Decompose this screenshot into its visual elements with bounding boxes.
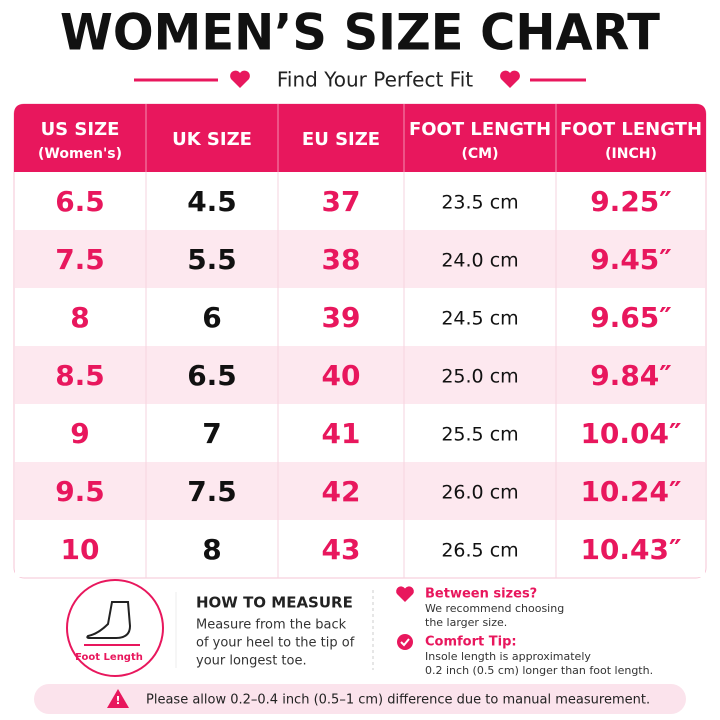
cell: 43 <box>322 533 361 566</box>
row-bg <box>15 462 705 520</box>
cell: 10 <box>61 533 100 566</box>
cell: 10.43″ <box>580 533 681 566</box>
cell: 26.5 cm <box>441 540 518 562</box>
cell: 9 <box>70 417 89 450</box>
cell: 9.45″ <box>590 243 672 276</box>
tip-title: Comfort Tip: <box>425 635 517 650</box>
heart-icon <box>230 70 250 88</box>
section-title: HOW TO MEASURE <box>196 594 353 612</box>
cell: 23.5 cm <box>441 192 518 214</box>
cell: 25.5 cm <box>441 424 518 446</box>
column-header: EU SIZE <box>302 129 380 150</box>
tip-line: We recommend choosing <box>425 602 564 615</box>
cell: 9.84″ <box>590 359 672 392</box>
cell: 38 <box>322 243 361 276</box>
footer-note: Please allow 0.2–0.4 inch (0.5–1 cm) dif… <box>146 693 650 708</box>
cell: 26.0 cm <box>441 482 518 504</box>
row-bg <box>15 172 705 230</box>
row-bg <box>15 404 705 462</box>
cell: 24.0 cm <box>441 250 518 272</box>
row-bg <box>15 288 705 346</box>
subtitle: Find Your Perfect Fit <box>277 68 473 92</box>
column-header: FOOT LENGTH <box>560 119 702 140</box>
cell: 42 <box>322 475 361 508</box>
foot-drawing <box>86 601 132 639</box>
cell: 7 <box>202 417 221 450</box>
cell: 9.5 <box>55 475 105 508</box>
cell: 9.65″ <box>590 301 672 334</box>
cell: 10.24″ <box>580 475 681 508</box>
cell: 4.5 <box>187 185 237 218</box>
tip-line: the larger size. <box>425 616 507 629</box>
cell: 10.04″ <box>580 417 681 450</box>
column-header: (Women's) <box>38 146 122 162</box>
column-header: UK SIZE <box>172 129 252 150</box>
row-bg <box>15 230 705 288</box>
cell: 25.0 cm <box>441 366 518 388</box>
column-header: FOOT LENGTH <box>409 119 551 140</box>
icon-label: Foot Length <box>75 652 143 663</box>
warning-mark: ! <box>115 694 120 707</box>
instruction-line: your longest toe. <box>196 654 307 669</box>
cell: 6 <box>202 301 221 334</box>
cell: 6.5 <box>55 185 105 218</box>
column-header: (CM) <box>461 146 498 162</box>
row-bg <box>15 520 705 577</box>
heart-icon <box>500 70 520 88</box>
check-icon <box>397 634 413 650</box>
cell: 41 <box>322 417 361 450</box>
cell: 8.5 <box>55 359 105 392</box>
title: WOMEN’S SIZE CHART <box>60 4 660 62</box>
cell: 39 <box>322 301 361 334</box>
cell: 7.5 <box>55 243 105 276</box>
tip-title: Between sizes? <box>425 587 537 602</box>
heart-icon <box>396 586 414 602</box>
cell: 9.25″ <box>590 185 672 218</box>
cell: 6.5 <box>187 359 237 392</box>
tip-line: 0.2 inch (0.5 cm) longer than foot lengt… <box>425 664 653 677</box>
cell: 24.5 cm <box>441 308 518 330</box>
footer-bar <box>34 684 686 714</box>
cell: 40 <box>322 359 361 392</box>
check-mark <box>400 638 410 647</box>
row-bg <box>15 346 705 404</box>
warning-icon <box>107 689 129 708</box>
tip-line: Insole length is approximately <box>425 650 591 663</box>
cell: 8 <box>70 301 89 334</box>
header-bg <box>14 104 706 172</box>
column-header: US SIZE <box>41 119 120 140</box>
instruction-line: Measure from the back <box>196 618 347 633</box>
cell: 7.5 <box>187 475 237 508</box>
column-header: (INCH) <box>605 146 657 162</box>
cell: 8 <box>202 533 221 566</box>
cell: 37 <box>322 185 361 218</box>
instruction-line: of your heel to the tip of <box>196 636 355 651</box>
cell: 5.5 <box>187 243 237 276</box>
